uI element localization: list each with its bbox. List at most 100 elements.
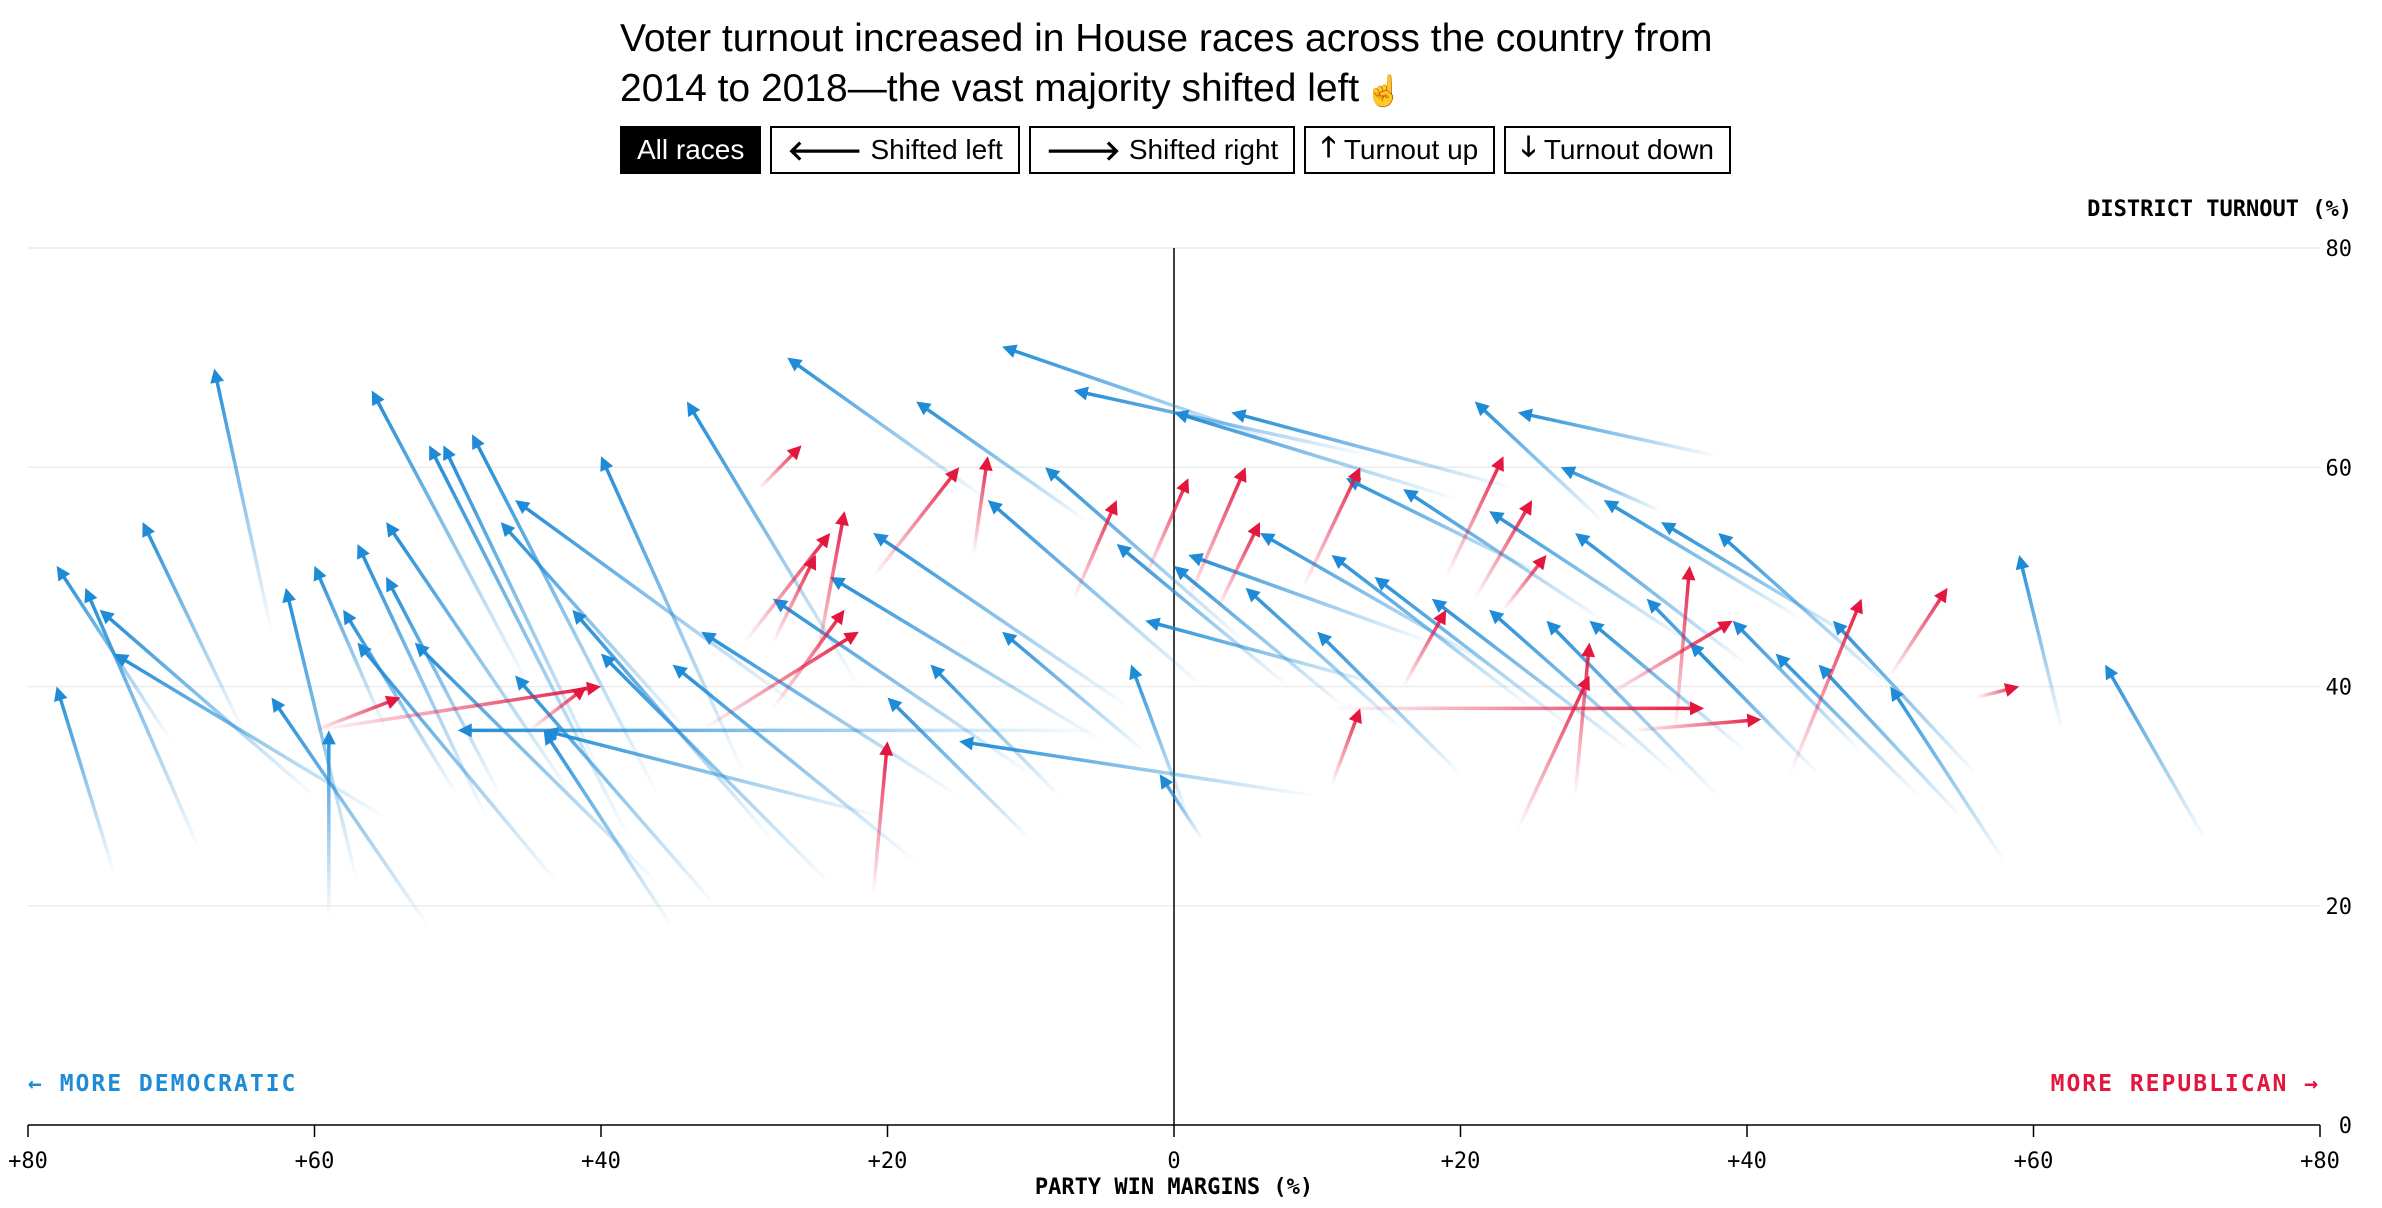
race-arrow[interactable] <box>1045 467 1248 645</box>
race-arrow[interactable] <box>1489 511 1692 645</box>
race-arrow[interactable] <box>543 730 675 930</box>
race-arrow[interactable] <box>271 697 431 930</box>
race-arrow[interactable] <box>699 631 859 733</box>
race-arrow[interactable] <box>600 456 746 776</box>
race-arrow[interactable] <box>1603 500 1807 623</box>
filter-turnout-up-button[interactable]: 🡑 Turnout up <box>1304 126 1496 174</box>
race-arrow[interactable] <box>1560 466 1663 513</box>
race-arrow[interactable] <box>54 686 116 875</box>
race-arrow[interactable] <box>515 500 804 711</box>
race-arrow[interactable] <box>1573 642 1596 798</box>
race-arrow[interactable] <box>414 642 661 886</box>
race-arrow[interactable] <box>1974 683 2020 700</box>
race-arrow[interactable] <box>572 609 775 842</box>
race-arrow[interactable] <box>1890 686 2007 864</box>
race-arrow[interactable] <box>1401 609 1447 689</box>
race-arrow[interactable] <box>871 741 894 897</box>
race-arrow[interactable] <box>1188 553 1434 645</box>
race-arrow[interactable] <box>1159 774 1205 842</box>
race-arrow[interactable] <box>1473 500 1533 601</box>
race-arrow[interactable] <box>1589 620 1749 755</box>
race-arrow[interactable] <box>672 664 918 864</box>
race-arrow[interactable] <box>873 533 1133 711</box>
race-arrow[interactable] <box>371 390 532 689</box>
race-arrow[interactable] <box>472 434 661 798</box>
race-arrow[interactable] <box>357 642 560 886</box>
race-arrow[interactable] <box>987 500 1205 689</box>
race-arrow[interactable] <box>386 522 575 798</box>
race-arrow[interactable] <box>1145 617 1391 689</box>
race-arrow[interactable] <box>1186 467 1247 601</box>
race-arrow[interactable] <box>830 576 1105 744</box>
race-arrow[interactable] <box>527 686 587 733</box>
race-arrow[interactable] <box>1116 543 1291 689</box>
race-arrow[interactable] <box>916 401 1090 524</box>
race-arrow[interactable] <box>113 653 388 820</box>
race-arrow[interactable] <box>500 522 689 733</box>
filter-shifted-right-button[interactable]: 🡒 Shifted right <box>1028 126 1296 174</box>
race-arrow[interactable] <box>1329 701 1705 716</box>
race-arrow[interactable] <box>1489 609 1678 776</box>
race-arrow[interactable] <box>312 695 401 733</box>
race-arrow[interactable] <box>930 664 1062 798</box>
race-arrow[interactable] <box>1575 533 1749 667</box>
race-arrow[interactable] <box>429 445 632 842</box>
race-arrow[interactable] <box>959 736 1319 798</box>
race-arrow[interactable] <box>1474 401 1606 524</box>
race-arrow[interactable] <box>1818 664 1964 820</box>
race-arrow[interactable] <box>386 576 503 798</box>
race-arrow[interactable] <box>1231 409 1520 491</box>
race-arrow[interactable] <box>2015 554 2064 733</box>
race-arrow[interactable] <box>1602 620 1733 700</box>
race-arrow[interactable] <box>1374 576 1577 733</box>
race-arrow[interactable] <box>971 456 993 557</box>
race-arrow[interactable] <box>321 730 336 919</box>
race-arrow[interactable] <box>1775 653 1921 798</box>
race-arrow[interactable] <box>1129 664 1191 820</box>
race-arrow[interactable] <box>312 681 602 733</box>
race-arrow[interactable] <box>1331 554 1534 711</box>
race-arrow[interactable] <box>1888 587 1948 678</box>
race-arrow[interactable] <box>1661 522 1864 645</box>
race-arrow[interactable] <box>1073 386 1377 459</box>
race-arrow[interactable] <box>142 522 245 733</box>
race-arrow[interactable] <box>1259 533 1491 667</box>
race-arrow[interactable] <box>1431 598 1635 755</box>
race-arrow[interactable] <box>742 533 831 645</box>
race-arrow[interactable] <box>601 653 832 886</box>
race-arrow[interactable] <box>701 631 961 798</box>
race-arrow[interactable] <box>686 401 861 689</box>
filter-all-races-button[interactable]: All races <box>620 126 762 174</box>
race-arrow[interactable] <box>1501 554 1547 612</box>
race-arrow[interactable] <box>1329 708 1362 787</box>
race-arrow[interactable] <box>443 445 603 776</box>
race-arrow[interactable] <box>771 554 817 645</box>
race-arrow[interactable] <box>1788 598 1863 776</box>
race-arrow[interactable] <box>1002 631 1148 755</box>
race-arrow[interactable] <box>771 609 845 711</box>
race-arrow[interactable] <box>756 445 802 491</box>
race-arrow[interactable] <box>1732 620 1864 755</box>
race-arrow[interactable] <box>1673 565 1696 733</box>
race-arrow[interactable] <box>313 565 388 733</box>
race-arrow[interactable] <box>1718 533 1892 689</box>
race-arrow[interactable] <box>1002 344 1291 448</box>
filter-shifted-left-button[interactable]: 🡐 Shifted left <box>770 126 1020 174</box>
race-arrow[interactable] <box>2105 664 2208 842</box>
race-arrow[interactable] <box>1174 409 1463 502</box>
race-arrow[interactable] <box>84 587 202 853</box>
race-arrow[interactable] <box>1071 500 1118 601</box>
race-arrow[interactable] <box>210 368 274 634</box>
race-arrow[interactable] <box>1301 467 1361 590</box>
race-arrow[interactable] <box>1832 620 1978 776</box>
race-arrow[interactable] <box>282 587 360 886</box>
race-arrow[interactable] <box>1174 565 1348 711</box>
race-arrow[interactable] <box>1630 713 1762 733</box>
race-arrow[interactable] <box>99 609 317 798</box>
race-arrow[interactable] <box>515 675 718 908</box>
race-arrow[interactable] <box>1444 456 1504 579</box>
filter-turnout-down-button[interactable]: 🡓 Turnout down <box>1504 126 1731 174</box>
race-arrow[interactable] <box>814 511 849 667</box>
race-arrow[interactable] <box>871 467 960 579</box>
race-arrow[interactable] <box>1143 478 1190 579</box>
